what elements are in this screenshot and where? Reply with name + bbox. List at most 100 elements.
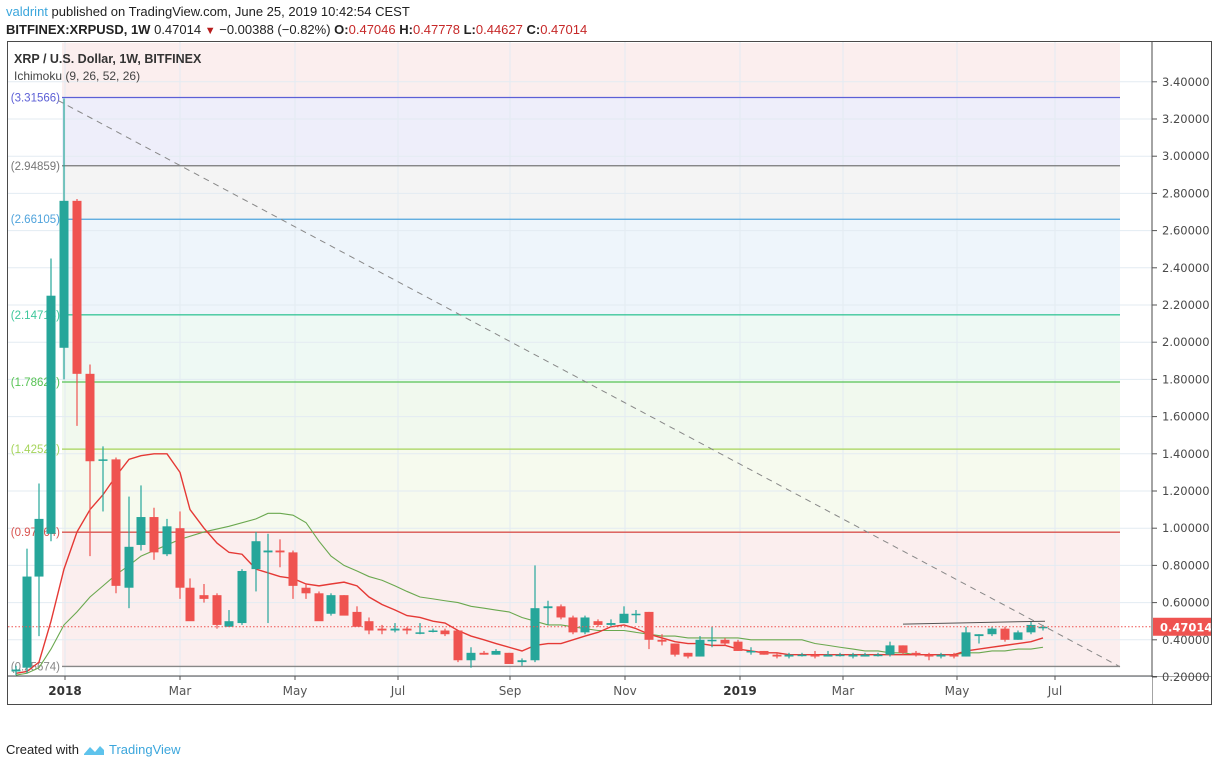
candle: [644, 611, 654, 650]
candle: [797, 652, 807, 657]
candle: [556, 604, 566, 620]
candle: [263, 533, 273, 624]
candle: [695, 636, 705, 657]
candle: [237, 569, 247, 625]
y-axis-tick-label: 3.20000: [1162, 112, 1210, 126]
tradingview-link[interactable]: TradingView: [108, 742, 181, 757]
candle: [339, 595, 349, 616]
candle: [466, 647, 476, 668]
candle: [72, 198, 82, 426]
created-with-text: Created with: [6, 742, 79, 757]
author-link[interactable]: valdrint: [6, 4, 48, 19]
candle: [759, 650, 769, 655]
candle: [136, 485, 146, 551]
x-axis-tick-label: Nov: [613, 684, 636, 698]
candle: [364, 617, 374, 635]
x-axis-tick-label: Mar: [832, 684, 855, 698]
candle: [987, 626, 997, 637]
candle: [720, 637, 730, 646]
candle: [415, 623, 425, 635]
candle: [961, 626, 971, 657]
candle: [835, 652, 845, 657]
candle: [746, 647, 756, 655]
chart-frame: [7, 41, 1212, 705]
publish-info: valdrint published on TradingView.com, J…: [6, 4, 410, 19]
candle: [784, 652, 794, 659]
symbol-info-bar: BITFINEX:XRPUSD, 1W 0.47014 ▼ −0.00388 (…: [6, 22, 587, 37]
candle: [733, 639, 743, 651]
close-value: 0.47014: [540, 22, 588, 37]
x-axis-tick-label: May: [283, 684, 308, 698]
candle: [162, 518, 172, 557]
candle: [936, 652, 946, 659]
candle: [111, 457, 121, 594]
x-axis-tick-label: 2018: [48, 684, 81, 698]
candle: [352, 606, 362, 627]
last-price-badge: [1153, 617, 1211, 636]
candle: [46, 258, 56, 542]
candle: [1013, 630, 1023, 640]
candle: [517, 658, 527, 666]
candle: [504, 652, 514, 664]
candle: [85, 364, 95, 557]
trend-line: [57, 99, 1121, 668]
candle: [377, 624, 387, 635]
x-axis-tick-label: May: [945, 684, 970, 698]
fib-level-label: (2.94859): [11, 161, 60, 173]
candle: [670, 643, 680, 657]
y-axis-tick-label: 0.20000: [1162, 670, 1210, 684]
candle: [428, 628, 438, 633]
candle: [124, 496, 134, 609]
footer: Created with TradingView: [6, 742, 181, 757]
candle: [251, 531, 261, 592]
candle: [898, 645, 908, 655]
x-axis-tick-label: Sep: [499, 684, 522, 698]
tradingview-logo-icon: [83, 745, 104, 755]
candle: [22, 548, 32, 674]
candle: [911, 650, 921, 657]
open-label: O:: [334, 22, 349, 37]
y-axis-tick-label: 1.20000: [1162, 484, 1210, 498]
candle: [593, 619, 603, 627]
y-axis-tick-label: 1.60000: [1162, 410, 1210, 424]
y-axis-tick-label: 3.00000: [1162, 149, 1210, 163]
chart-legend: XRP / U.S. Dollar, 1W, BITFINEX Ichimoku…: [14, 52, 201, 83]
svg-text:0.47014: 0.47014: [1160, 620, 1212, 634]
legend-indicator-ichimoku[interactable]: Ichimoku (9, 26, 52, 26): [14, 69, 141, 83]
y-axis-tick-label: 2.20000: [1162, 298, 1210, 312]
candle: [326, 593, 336, 616]
candle: [1026, 621, 1036, 635]
candle: [301, 584, 311, 599]
candle: [580, 615, 590, 635]
low-value: 0.44627: [475, 22, 523, 37]
candle: [860, 652, 870, 657]
symbol-label: BITFINEX:XRPUSD, 1W: [6, 22, 151, 37]
candle: [275, 539, 285, 568]
low-label: L:: [463, 22, 476, 37]
candle: [390, 623, 400, 633]
publish-text: published on TradingView.com, June 25, 2…: [47, 4, 410, 19]
candle: [848, 652, 858, 659]
candle: [149, 507, 159, 560]
price-change: −0.00388 (−0.82%): [219, 22, 331, 37]
high-label: H:: [399, 22, 413, 37]
candle: [772, 652, 782, 659]
candle: [199, 584, 209, 603]
candle: [974, 634, 984, 644]
candle: [1000, 626, 1010, 642]
candle: [873, 652, 883, 657]
close-label: C:: [526, 22, 541, 37]
candle: [543, 600, 553, 625]
candle: [314, 591, 324, 622]
fib-level-label: (2.66105): [11, 214, 60, 226]
y-axis-tick-label: 0.60000: [1162, 596, 1210, 610]
candle: [440, 628, 450, 637]
x-axis-tick-label: Jul: [1047, 684, 1062, 698]
candle: [885, 641, 895, 657]
candle: [619, 606, 629, 624]
candle: [810, 650, 820, 659]
fib-level-label: (3.31566): [11, 92, 60, 104]
x-axis-tick-label: Mar: [169, 684, 192, 698]
candle: [657, 634, 667, 646]
